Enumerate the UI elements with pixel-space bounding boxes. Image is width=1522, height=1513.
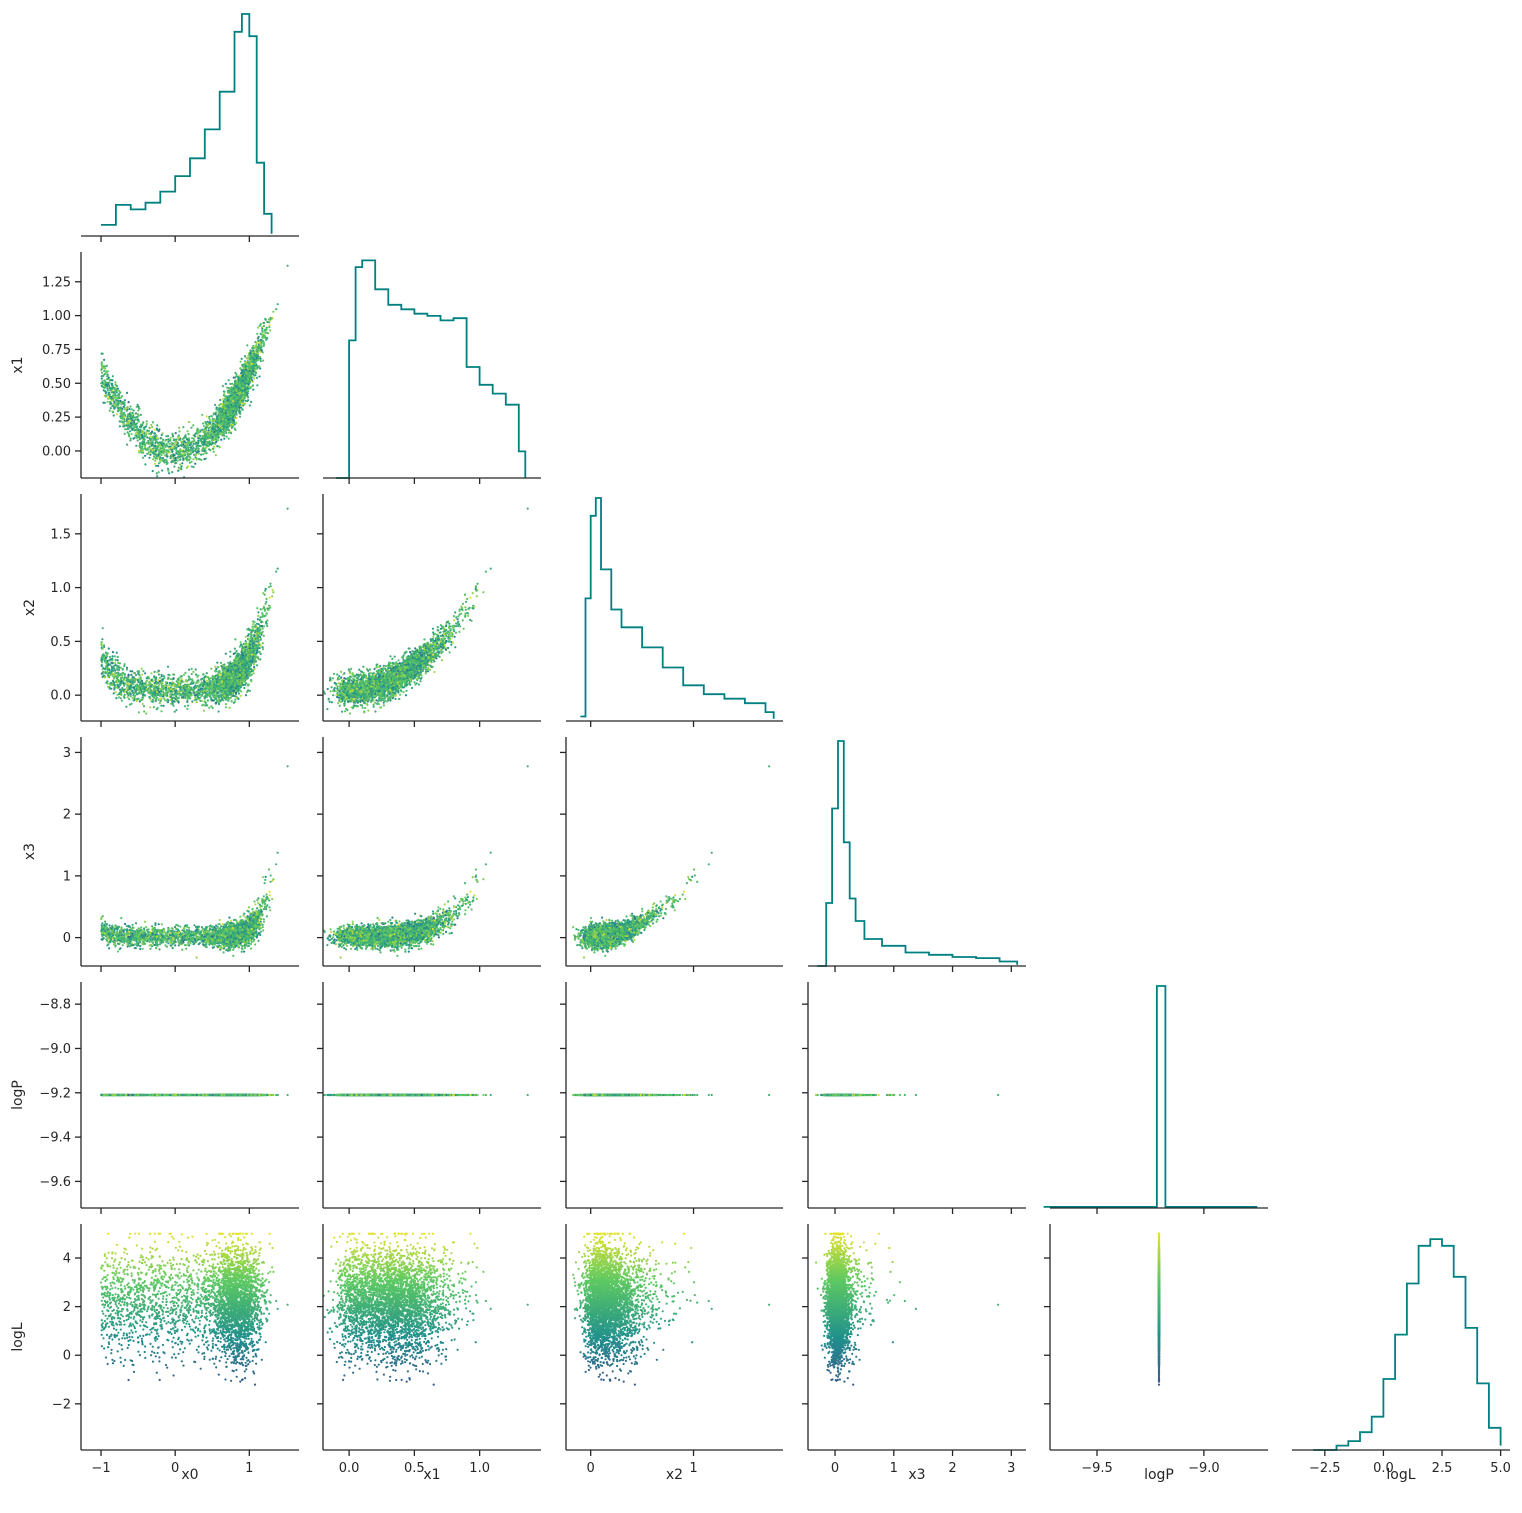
scatter-point [187, 430, 189, 432]
scatter-point [178, 445, 180, 447]
scatter-point [287, 265, 289, 267]
scatter-point [235, 422, 237, 424]
scatter-point [198, 437, 200, 439]
scatter-point [156, 424, 158, 426]
scatter-point [103, 370, 105, 372]
scatter-point [228, 379, 230, 381]
scatter-point [239, 367, 241, 369]
histogram-x0 [101, 14, 272, 234]
panel-x0-vs-x0 [81, 14, 299, 242]
scatter-point [117, 388, 119, 390]
scatter-point [257, 327, 259, 329]
scatter-points-x1-vs-x0 [100, 265, 289, 479]
scatter-point [146, 423, 148, 425]
scatter-point [247, 399, 249, 401]
corner-plot: 0.000.250.500.751.001.250.00.51.01.50123… [0, 0, 1522, 1513]
panel-x1-vs-x0: 0.000.250.500.751.001.25 [42, 252, 299, 484]
scatter-point [154, 429, 156, 431]
scatter-point [213, 446, 215, 448]
scatter-point [269, 329, 271, 331]
scatter-point [177, 470, 179, 472]
scatter-point [146, 420, 148, 422]
scatter-point [112, 375, 114, 377]
scatter-point [191, 465, 193, 467]
scatter-point [259, 367, 261, 369]
scatter-point [142, 457, 144, 459]
scatter-point [200, 445, 202, 447]
scatter-point [131, 408, 133, 410]
scatter-point [130, 437, 132, 439]
scatter-point [211, 415, 213, 417]
scatter-point [200, 454, 202, 456]
